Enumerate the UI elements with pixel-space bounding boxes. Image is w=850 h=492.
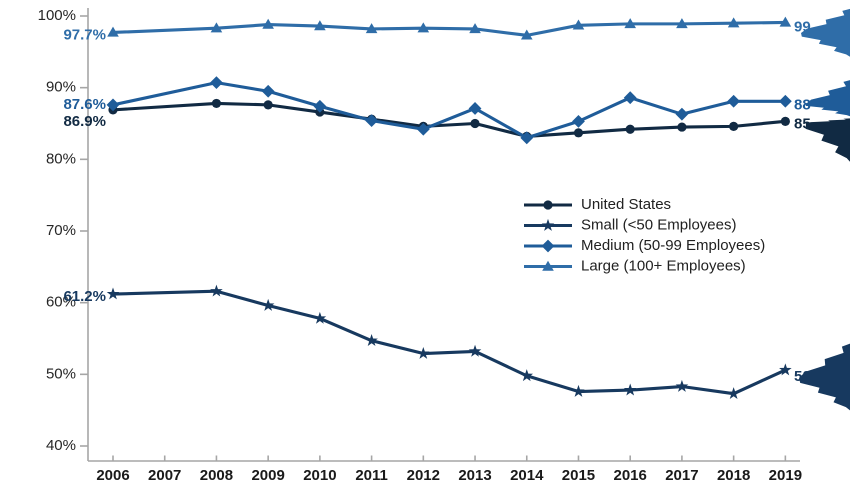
data-point-marker <box>470 118 480 129</box>
series-small-50-employees: 61.2%50 <box>63 284 811 400</box>
data-point-marker <box>210 284 223 297</box>
data-point-marker <box>623 91 637 105</box>
y-axis-tick-label: 40% <box>46 437 76 454</box>
data-point-marker <box>468 344 482 357</box>
series-medium-50-99-employees: 87.6% 88 <box>63 76 811 145</box>
data-point-marker <box>572 114 585 128</box>
data-point-marker <box>572 384 585 397</box>
x-axis-tick-label: 2016 <box>614 467 647 484</box>
data-point-marker <box>624 18 636 29</box>
decor-blob-large <box>801 8 850 57</box>
series-start-value-label: 86.9% <box>63 113 106 130</box>
y-axis-tick-label: 60% <box>46 294 76 311</box>
data-point-marker <box>676 18 688 29</box>
data-point-marker <box>541 239 555 253</box>
data-point-marker <box>729 121 739 131</box>
data-point-marker <box>520 369 534 382</box>
x-axis-tick-label: 2013 <box>458 467 491 484</box>
data-point-marker <box>778 94 792 108</box>
data-point-marker <box>542 260 554 271</box>
data-point-marker <box>417 22 430 33</box>
data-point-marker <box>727 17 740 28</box>
data-point-marker <box>572 19 585 30</box>
data-point-marker <box>520 131 534 145</box>
x-axis-tick-label: 2008 <box>200 467 233 484</box>
x-axis-tick-label: 2011 <box>355 467 388 484</box>
data-point-marker <box>261 298 275 311</box>
x-axis-tick-label: 2018 <box>717 467 750 484</box>
legend-item-small-50-employees: Small (<50 Employees) <box>524 216 736 233</box>
data-point-marker <box>365 114 378 128</box>
data-point-marker <box>261 84 275 98</box>
x-axis-tick-label: 2012 <box>407 467 440 484</box>
legend-item-medium-50-99-employees: Medium (50-99 Employees) <box>524 237 765 254</box>
data-point-marker <box>543 200 553 210</box>
data-point-marker <box>106 98 120 112</box>
series-large-100-employees: 97.7% 99 <box>63 16 811 43</box>
data-point-marker <box>623 383 637 396</box>
data-point-marker <box>780 116 790 126</box>
data-point-marker <box>520 29 533 40</box>
data-point-marker <box>541 218 555 231</box>
series-start-value-label: 61.2% <box>63 288 106 305</box>
data-point-marker <box>416 122 430 136</box>
data-point-marker <box>469 23 481 34</box>
y-axis-tick-label: 70% <box>46 222 76 239</box>
y-axis-tick-label: 90% <box>46 79 76 96</box>
series-united-states: 86.9% 85 <box>63 98 811 141</box>
decor-blob-united-states <box>805 118 850 162</box>
series-end-value-label: 88 <box>794 96 811 113</box>
data-point-marker <box>365 23 378 34</box>
legend: United States Small (<50 Employees) Medium… <box>524 196 765 274</box>
decor-blob-medium <box>805 80 850 117</box>
legend-item-label: Small (<50 Employees) <box>581 216 736 233</box>
x-axis-tick-label: 2007 <box>148 467 181 484</box>
data-point-marker <box>675 107 689 121</box>
data-point-marker <box>313 99 327 113</box>
x-axis-tick-label: 2017 <box>665 467 698 484</box>
x-axis-tick-label: 2015 <box>562 467 595 484</box>
data-point-marker <box>106 287 120 300</box>
data-point-marker <box>675 379 689 392</box>
legend-item-label: Medium (50-99 Employees) <box>581 237 765 254</box>
x-axis-tick-label: 2010 <box>303 467 336 484</box>
data-point-marker <box>263 100 273 110</box>
data-point-marker <box>727 94 741 108</box>
x-axis-tick-label: 2009 <box>251 467 284 484</box>
data-point-marker <box>468 102 482 115</box>
data-point-marker <box>365 334 378 346</box>
y-axis-tick-label: 50% <box>46 365 76 382</box>
series-start-value-label: 97.7% <box>63 26 106 43</box>
data-point-marker <box>211 98 222 109</box>
data-point-marker <box>210 22 223 33</box>
data-point-marker <box>313 311 327 324</box>
data-point-marker <box>107 26 119 37</box>
y-axis-tick-label: 100% <box>38 7 76 24</box>
data-point-marker <box>314 20 326 31</box>
legend-item-label: Large (100+ Employees) <box>581 257 746 274</box>
decor-blob-small <box>799 343 850 411</box>
series-start-value-label: 87.6% <box>63 96 106 113</box>
legend-item-label: United States <box>581 196 671 213</box>
data-point-marker <box>779 16 792 27</box>
data-point-marker <box>573 128 584 138</box>
data-point-marker <box>677 122 687 132</box>
x-axis-tick-label: 2019 <box>769 467 802 484</box>
legend-item-large-100-employees: Large (100+ Employees) <box>524 257 746 274</box>
data-point-marker <box>727 387 740 400</box>
data-point-marker <box>262 18 274 29</box>
legend-item-united-states: United States <box>524 196 671 213</box>
series-line <box>112 289 787 396</box>
data-point-marker <box>417 346 430 359</box>
y-axis-tick-label: 80% <box>46 150 76 167</box>
x-axis-tick-label: 2014 <box>510 467 544 484</box>
data-point-marker <box>625 124 635 134</box>
data-point-marker <box>210 76 223 90</box>
data-point-marker <box>779 363 792 376</box>
x-axis-tick-label: 2006 <box>96 467 129 484</box>
